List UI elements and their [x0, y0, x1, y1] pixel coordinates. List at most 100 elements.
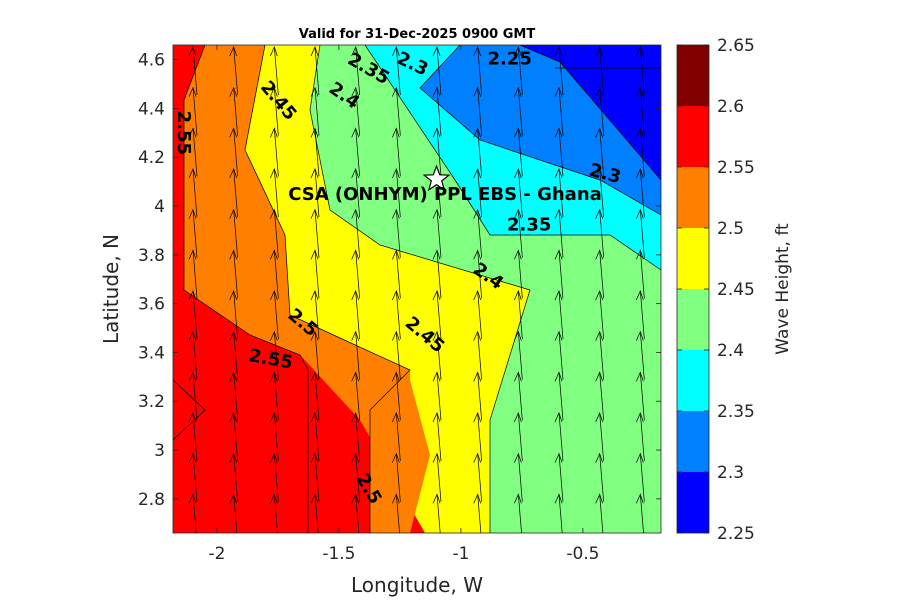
- wind-vector: [188, 249, 198, 299]
- x-axis-label: Longitude, W: [351, 573, 483, 597]
- wind-vector: [270, 371, 279, 421]
- wind-vector: [310, 452, 320, 502]
- wind-vector: [270, 412, 279, 462]
- wind-vector: [473, 371, 483, 421]
- wind-vector: [351, 127, 361, 177]
- wind-vector: [636, 86, 645, 136]
- wind-vector: [229, 127, 239, 177]
- wind-vector: [473, 46, 483, 96]
- colorbar-tick-label: 2.45: [717, 280, 755, 300]
- band-2.55-lower: [173, 345, 308, 533]
- wind-vector: [514, 168, 523, 218]
- wind-vector: [636, 493, 644, 533]
- wind-vector: [310, 493, 319, 533]
- wind-vector: [188, 127, 198, 177]
- colorbar-segment: [677, 106, 709, 167]
- wind-vector: [595, 249, 605, 299]
- y-tick-label: 3: [154, 441, 165, 461]
- x-tick-label: -2: [208, 544, 225, 564]
- wind-vector: [310, 290, 320, 340]
- wind-vector: [188, 168, 198, 218]
- wind-vector: [188, 46, 198, 96]
- contour-fill: [173, 45, 661, 533]
- wind-vector: [310, 127, 320, 177]
- wind-vector: [554, 127, 564, 177]
- wind-vector: [432, 46, 442, 96]
- wind-vector: [636, 46, 645, 96]
- wind-vector: [351, 330, 361, 380]
- wind-vector: [595, 86, 605, 136]
- wind-vector: [473, 412, 483, 462]
- wind-vector: [310, 46, 320, 96]
- y-tick-label: 4.2: [138, 148, 165, 168]
- wind-vector: [188, 86, 198, 136]
- colorbar-tick-label: 2.4: [717, 341, 744, 361]
- wind-vector: [432, 412, 442, 462]
- colorbar-segment: [677, 228, 709, 289]
- wind-vector: [554, 168, 564, 218]
- wind-vector: [188, 290, 198, 340]
- colorbar-tick-label: 2.3: [717, 463, 744, 483]
- y-tick-label: 3.4: [138, 343, 165, 363]
- wind-vector: [270, 249, 279, 299]
- y-tick-label: 4.6: [138, 51, 165, 71]
- wind-vector: [188, 208, 198, 258]
- wind-vector: [351, 452, 361, 502]
- wind-vector: [554, 412, 564, 462]
- wind-vector: [392, 208, 401, 258]
- wind-vector: [392, 86, 401, 136]
- wind-vector: [351, 290, 361, 340]
- wind-vector: [595, 412, 605, 462]
- wind-vector: [514, 46, 523, 96]
- wind-vector: [636, 249, 645, 299]
- wind-vector: [432, 371, 442, 421]
- wind-vector: [595, 46, 605, 96]
- colorbar: 2.25 2.3 2.35 2.4 2.45 2.5 2.55 2.6 2.65: [677, 36, 755, 544]
- wind-vector: [392, 371, 401, 421]
- wind-vector: [392, 290, 401, 340]
- wind-vector: [636, 330, 645, 380]
- wind-vector: [392, 127, 401, 177]
- wind-vector: [188, 412, 198, 462]
- wind-vector: [514, 86, 523, 136]
- wind-vector: [229, 168, 239, 218]
- wind-vector: [310, 412, 320, 462]
- wind-vector: [310, 86, 320, 136]
- wind-vector: [636, 371, 645, 421]
- wind-vector: [636, 290, 645, 340]
- wind-vector: [636, 452, 645, 502]
- wind-vector: [270, 208, 279, 258]
- wind-vector: [270, 330, 279, 380]
- wind-vector: [636, 127, 645, 177]
- wind-vector: [188, 452, 198, 502]
- wind-vector: [392, 452, 401, 502]
- wind-vector: [595, 330, 605, 380]
- wind-vector-field: [188, 46, 645, 533]
- wind-vector: [188, 493, 197, 533]
- wind-vector: [554, 371, 564, 421]
- wind-vector: [229, 46, 239, 96]
- wind-vector: [473, 493, 482, 533]
- y-axis-label: Latitude, N: [99, 234, 123, 344]
- wind-vector: [473, 452, 483, 502]
- contour-label: 2.55: [173, 111, 194, 155]
- contour-label: 2.35: [507, 215, 551, 236]
- wind-vector: [554, 290, 564, 340]
- wind-vector: [432, 493, 441, 533]
- wind-vector: [595, 452, 605, 502]
- wind-vector: [270, 452, 279, 502]
- wind-vector: [229, 452, 239, 502]
- colorbar-segment: [677, 350, 709, 411]
- wind-vector: [392, 46, 401, 96]
- wind-vector: [554, 493, 563, 533]
- wind-vector: [595, 493, 604, 533]
- wind-vector: [310, 168, 320, 218]
- wind-vector: [432, 127, 442, 177]
- colorbar-tick-label: 2.5: [717, 219, 744, 239]
- y-tick-label: 3.8: [138, 246, 165, 266]
- wind-vector: [351, 493, 360, 533]
- wind-vector: [392, 249, 401, 299]
- wind-vector: [432, 290, 442, 340]
- wind-vector: [514, 330, 523, 380]
